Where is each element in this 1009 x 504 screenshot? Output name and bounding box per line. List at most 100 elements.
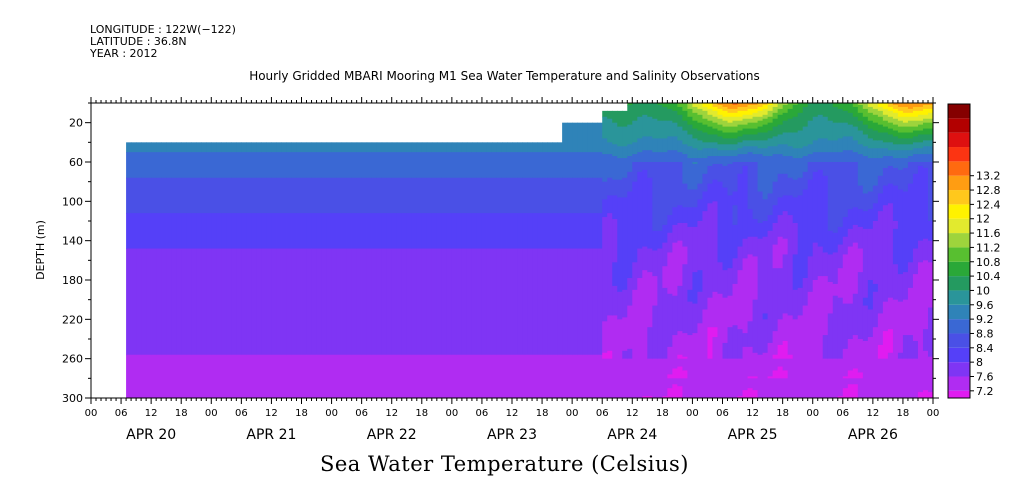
- heatmap-cell: [486, 177, 493, 214]
- heatmap-cell: [902, 116, 909, 124]
- heatmap-cell: [351, 354, 358, 398]
- heatmap-cell: [767, 156, 774, 195]
- heatmap-cell: [822, 103, 829, 118]
- heatmap-cell: [842, 162, 849, 218]
- heatmap-cell: [236, 354, 242, 398]
- heatmap-cell: [772, 106, 779, 114]
- heatmap-cell: [527, 177, 533, 214]
- heatmap-cell: [692, 303, 699, 334]
- heatmap-cell: [867, 120, 874, 130]
- heatmap-cell: [251, 177, 257, 214]
- heatmap-cell: [281, 177, 288, 214]
- heatmap-cell: [401, 354, 408, 398]
- heatmap-cell: [652, 103, 658, 120]
- heatmap-cell: [732, 104, 739, 110]
- heatmap-cell: [271, 213, 278, 250]
- heatmap-cell: [552, 177, 558, 214]
- heatmap-cell: [882, 103, 889, 110]
- heatmap-cell: [316, 354, 323, 398]
- heatmap-cell: [732, 325, 739, 360]
- heatmap-cell: [456, 177, 463, 214]
- heatmap-cell: [832, 232, 839, 254]
- heatmap-cell: [727, 150, 734, 157]
- heatmap-cell: [732, 126, 739, 134]
- heatmap-cell: [687, 335, 694, 398]
- colorbar-swatch: [948, 276, 970, 291]
- heatmap-cell: [867, 128, 874, 139]
- heatmap-cell: [206, 213, 212, 250]
- heatmap-cell: [817, 169, 824, 248]
- heatmap-cell: [787, 132, 794, 147]
- heatmap-cell: [702, 106, 709, 112]
- heatmap-cell: [847, 162, 854, 210]
- heatmap-cell: [927, 108, 933, 114]
- heatmap-cell: [141, 152, 147, 179]
- heatmap-cell: [522, 248, 528, 356]
- heatmap-cell: [316, 152, 323, 179]
- heatmap-cell: [246, 213, 252, 250]
- heatmap-cell: [562, 122, 568, 153]
- heatmap-cell: [912, 162, 919, 175]
- heatmap-cell: [647, 162, 653, 179]
- heatmap-cell: [687, 226, 694, 291]
- heatmap-cell: [141, 142, 147, 153]
- heatmap-cell: [652, 152, 658, 163]
- heatmap-cell: [887, 352, 894, 398]
- heatmap-cell: [166, 177, 172, 214]
- heatmap-cell: [161, 248, 167, 356]
- heatmap-cell: [912, 142, 919, 149]
- heatmap-cell: [321, 248, 328, 356]
- heatmap-cell: [872, 158, 879, 187]
- heatmap-cell: [752, 112, 759, 118]
- heatmap-cell: [702, 148, 709, 159]
- heatmap-cell: [496, 152, 503, 179]
- heatmap-cell: [677, 354, 684, 360]
- heatmap-cell: [176, 213, 182, 250]
- heatmap-cell: [862, 116, 869, 126]
- heatmap-cell: [401, 248, 408, 356]
- heatmap-cell: [737, 396, 744, 398]
- heatmap-cell: [707, 183, 714, 204]
- heatmap-cell: [762, 236, 769, 315]
- heatmap-cell: [807, 256, 814, 293]
- heatmap-cell: [537, 354, 543, 398]
- heatmap-cell: [296, 152, 303, 179]
- heatmap-cell: [712, 148, 719, 157]
- heatmap-cell: [892, 158, 899, 169]
- heatmap-cell: [446, 142, 453, 153]
- heatmap-cell: [617, 158, 623, 181]
- heatmap-cell: [752, 236, 759, 257]
- heatmap-cell: [902, 132, 909, 139]
- heatmap-cell: [827, 230, 834, 256]
- heatmap-cell: [747, 134, 754, 141]
- heatmap-cell: [476, 142, 483, 153]
- heatmap-cell: [762, 148, 769, 157]
- heatmap-cell: [897, 169, 904, 191]
- heatmap-cell: [612, 262, 618, 287]
- heatmap-cell: [757, 120, 764, 128]
- heatmap-cell: [461, 248, 468, 356]
- heatmap-cell: [341, 248, 348, 356]
- heatmap-cell: [777, 268, 784, 320]
- heatmap-cell: [426, 354, 433, 398]
- heatmap-cell: [386, 213, 393, 250]
- heatmap-cell: [261, 354, 268, 398]
- heatmap-cell: [567, 354, 573, 398]
- heatmap-cell: [672, 242, 678, 297]
- heatmap-cell: [702, 211, 709, 311]
- heatmap-cell: [662, 106, 668, 122]
- heatmap-cell: [436, 248, 443, 356]
- heatmap-cell: [822, 252, 829, 277]
- heatmap-cell: [632, 142, 638, 155]
- heatmap-cell: [697, 291, 704, 324]
- heatmap-cell: [221, 354, 227, 398]
- heatmap-cell: [912, 110, 919, 118]
- heatmap-cell: [542, 213, 548, 250]
- heatmap-cell: [687, 146, 694, 159]
- heatmap-cell: [171, 354, 177, 398]
- heatmap-cell: [742, 154, 749, 163]
- heatmap-cell: [426, 213, 433, 250]
- heatmap-cell: [246, 354, 252, 398]
- heatmap-cell: [692, 106, 699, 114]
- heatmap-cell: [812, 103, 819, 118]
